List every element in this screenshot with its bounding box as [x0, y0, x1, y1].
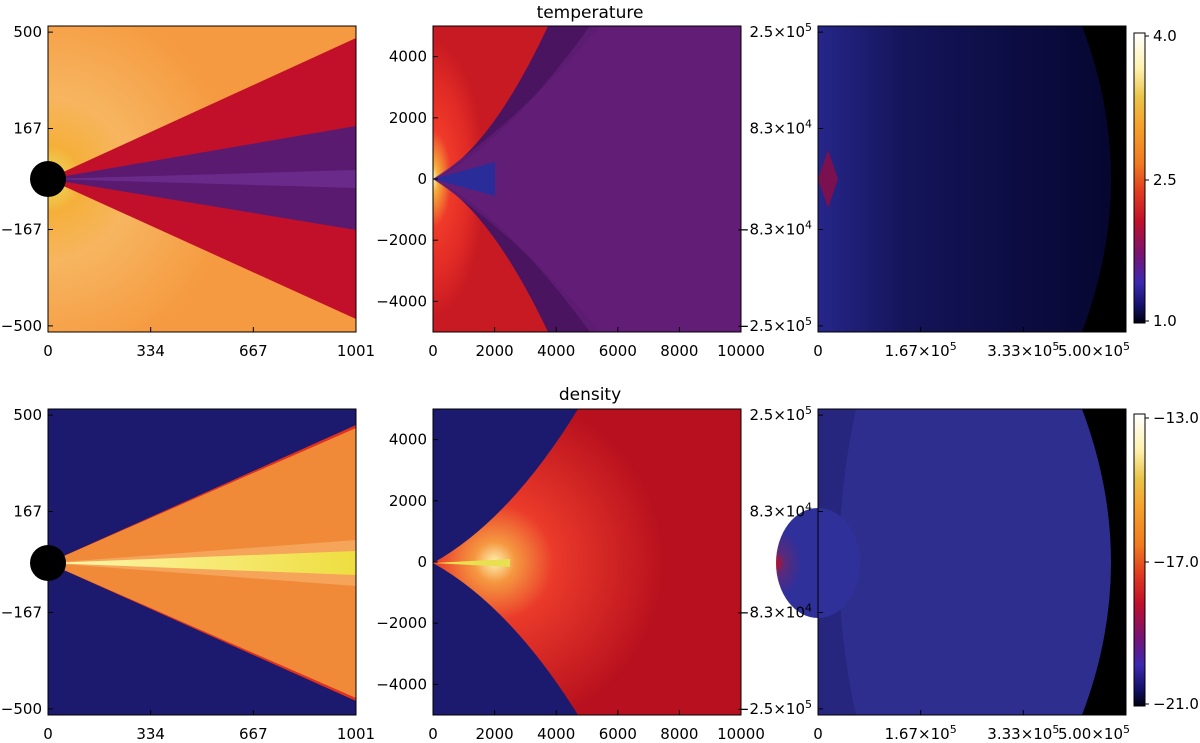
x-tick-label: 6000 [599, 725, 637, 743]
y-tick-label: −500 [1, 317, 42, 335]
density-colorbar-label-top: −13.0 [1153, 409, 1199, 427]
row-title-density: density [559, 385, 621, 405]
x-tick-label: 5.00×105 [1058, 723, 1130, 743]
x-tick-label: 0 [43, 725, 53, 743]
x-tick-label: 2000 [476, 725, 514, 743]
y-tick-label: 0 [417, 553, 427, 571]
x-tick-label: 334 [136, 725, 165, 743]
temperature-colorbar-label-mid: 2.5 [1153, 171, 1177, 189]
y-tick-label: 2000 [389, 109, 427, 127]
x-tick-label: 0 [428, 342, 438, 360]
row-title-temperature: temperature [537, 3, 644, 23]
x-tick-label: 4000 [537, 725, 575, 743]
density-colorbar: −13.0 −17.0 −21.0 [1133, 409, 1199, 713]
x-tick-label: 8000 [660, 725, 698, 743]
y-tick-label: 500 [13, 23, 42, 41]
y-tick-label: 8.3×104 [749, 118, 812, 138]
x-tick-label: 334 [136, 342, 165, 360]
temperature-colorbar-label-top: 4.0 [1153, 27, 1177, 45]
x-tick-label: 1.67×105 [885, 340, 957, 360]
x-tick-label: 10000 [717, 342, 765, 360]
x-tick-label: 0 [813, 725, 823, 743]
temperature-panel-2 [432, 25, 742, 333]
x-tick-label: 10000 [717, 725, 765, 743]
y-tick-label: 4000 [389, 48, 427, 66]
density-colorbar-label-mid: −17.0 [1153, 553, 1199, 571]
x-tick-label: 1.67×105 [885, 723, 957, 743]
y-tick-label: −8.3×104 [737, 601, 812, 621]
y-tick-label: 0 [417, 170, 427, 188]
y-tick-label: −4000 [376, 292, 427, 310]
y-tick-label: −500 [1, 700, 42, 718]
y-tick-label: 167 [13, 120, 42, 138]
y-tick-label: −167 [1, 220, 42, 238]
y-tick-label: 8.3×104 [749, 501, 812, 521]
density-panel-2 [432, 408, 742, 716]
x-tick-label: 6000 [599, 342, 637, 360]
x-tick-label: 0 [43, 342, 53, 360]
y-tick-label: −2000 [376, 231, 427, 249]
y-tick-label: 4000 [389, 431, 427, 449]
x-tick-label: 0 [428, 725, 438, 743]
x-tick-label: 2000 [476, 342, 514, 360]
x-tick-label: 1001 [337, 725, 375, 743]
x-tick-label: 4000 [537, 342, 575, 360]
x-tick-label: 0 [813, 342, 823, 360]
y-tick-label: −2000 [376, 614, 427, 632]
temperature-panel-1 [30, 25, 357, 333]
temperature-colorbar-label-bottom: 1.0 [1153, 312, 1177, 330]
x-tick-label: 3.33×105 [987, 723, 1059, 743]
temperature-panel-3 [817, 25, 1127, 333]
y-tick-label: 2.5×105 [749, 404, 812, 424]
density-panel-3 [776, 408, 1127, 716]
temperature-colorbar: 4.0 2.5 1.0 [1133, 27, 1177, 330]
y-tick-label: 2.5×105 [749, 21, 812, 41]
y-tick-label: 2000 [389, 492, 427, 510]
y-tick-label: 500 [13, 406, 42, 424]
x-tick-label: 8000 [660, 342, 698, 360]
y-tick-label: −167 [1, 603, 42, 621]
y-tick-label: −2.5×105 [737, 315, 812, 335]
y-tick-label: −4000 [376, 675, 427, 693]
density-colorbar-label-bottom: −21.0 [1153, 695, 1199, 713]
y-tick-label: −2.5×105 [737, 698, 812, 718]
x-tick-label: 667 [239, 342, 268, 360]
y-tick-label: 167 [13, 503, 42, 521]
x-tick-label: 667 [239, 725, 268, 743]
density-panel-1 [30, 408, 357, 716]
x-tick-label: 5.00×105 [1058, 340, 1130, 360]
y-tick-label: −8.3×104 [737, 218, 812, 238]
x-tick-label: 1001 [337, 342, 375, 360]
x-tick-label: 3.33×105 [987, 340, 1059, 360]
